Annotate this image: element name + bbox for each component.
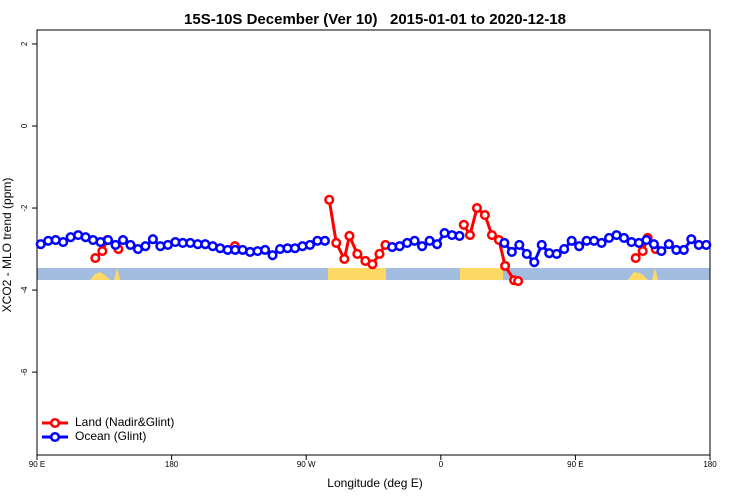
point bbox=[464, 230, 476, 241]
y-tick-label: 2 bbox=[20, 41, 29, 46]
point bbox=[648, 239, 659, 250]
x-tick-label: 90 E bbox=[29, 460, 45, 469]
point bbox=[331, 237, 342, 248]
y-tick-label: -4 bbox=[20, 286, 29, 294]
land-band bbox=[90, 272, 110, 280]
point bbox=[630, 253, 641, 264]
point bbox=[506, 246, 517, 257]
land-band bbox=[628, 272, 648, 280]
point bbox=[97, 246, 108, 257]
point bbox=[596, 237, 607, 248]
point bbox=[267, 250, 278, 261]
point bbox=[471, 202, 483, 214]
point bbox=[140, 241, 151, 252]
x-tick-label: 90 W bbox=[297, 460, 316, 469]
x-tick-label: 180 bbox=[703, 460, 717, 469]
land-band bbox=[460, 268, 503, 280]
land-band bbox=[652, 268, 658, 280]
point bbox=[551, 248, 562, 260]
point bbox=[663, 239, 674, 250]
x-axis-label: Longitude (deg E) bbox=[327, 476, 422, 490]
point bbox=[536, 239, 547, 251]
y-tick-label: 0 bbox=[20, 123, 29, 128]
point bbox=[559, 244, 570, 255]
point bbox=[678, 244, 689, 255]
point bbox=[352, 248, 363, 260]
point bbox=[319, 235, 330, 246]
point bbox=[486, 230, 497, 241]
land-band bbox=[328, 268, 386, 280]
point bbox=[521, 248, 532, 260]
point bbox=[514, 239, 525, 251]
point bbox=[513, 276, 524, 287]
point bbox=[324, 194, 335, 205]
point bbox=[260, 244, 271, 255]
legend-marker bbox=[49, 417, 61, 429]
point bbox=[304, 239, 315, 251]
point bbox=[58, 237, 69, 248]
point bbox=[686, 234, 697, 245]
point bbox=[641, 234, 652, 246]
point bbox=[90, 253, 101, 264]
y-tick-label: -2 bbox=[20, 204, 29, 212]
y-tick-label: -6 bbox=[20, 368, 29, 376]
point bbox=[409, 235, 420, 246]
chart-title: 15S-10S December (Ver 10) 2015-01-01 to … bbox=[184, 11, 566, 28]
point bbox=[125, 239, 136, 251]
legend-label: Ocean (Glint) bbox=[75, 429, 146, 443]
point bbox=[479, 209, 490, 221]
point bbox=[344, 230, 355, 241]
point bbox=[566, 235, 577, 246]
point bbox=[417, 241, 428, 252]
point bbox=[110, 239, 121, 251]
point bbox=[432, 239, 443, 250]
point bbox=[701, 239, 712, 251]
point bbox=[574, 241, 585, 252]
y-axis-label: XCO2 - MLO trend (ppm) bbox=[0, 178, 14, 313]
x-tick-label: 180 bbox=[165, 460, 179, 469]
legend-marker bbox=[49, 431, 61, 443]
point bbox=[374, 248, 385, 260]
point bbox=[499, 237, 510, 248]
surface-mask bbox=[37, 268, 710, 280]
point bbox=[500, 260, 511, 271]
point bbox=[117, 234, 129, 246]
point bbox=[458, 219, 469, 230]
point bbox=[529, 257, 540, 268]
point bbox=[618, 232, 630, 244]
point bbox=[637, 246, 648, 257]
point bbox=[102, 234, 114, 246]
point bbox=[339, 253, 350, 264]
point bbox=[656, 246, 667, 257]
point bbox=[147, 234, 158, 245]
land-band bbox=[114, 268, 120, 280]
point bbox=[454, 230, 465, 241]
point bbox=[367, 259, 378, 270]
legend-label: Land (Nadir&Glint) bbox=[75, 415, 174, 429]
x-tick-label: 0 bbox=[439, 460, 444, 469]
x-tick-label: 90 E bbox=[567, 460, 583, 469]
